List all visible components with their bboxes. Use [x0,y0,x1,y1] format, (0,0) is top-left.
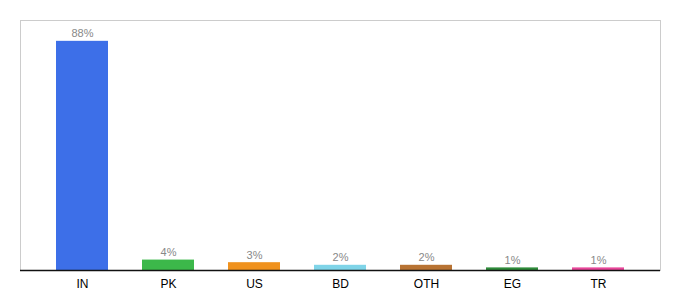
svg-text:BD: BD [332,277,349,291]
svg-text:2%: 2% [333,251,349,263]
svg-text:IN: IN [77,277,89,291]
svg-text:1%: 1% [591,254,607,266]
svg-text:EG: EG [504,277,521,291]
svg-text:88%: 88% [71,27,93,39]
svg-text:2%: 2% [419,251,435,263]
svg-text:US: US [246,277,263,291]
svg-text:4%: 4% [161,246,177,258]
svg-text:1%: 1% [505,254,521,266]
svg-text:TR: TR [591,277,607,291]
svg-text:3%: 3% [247,249,263,261]
svg-text:PK: PK [160,277,176,291]
svg-text:OTH: OTH [414,277,439,291]
